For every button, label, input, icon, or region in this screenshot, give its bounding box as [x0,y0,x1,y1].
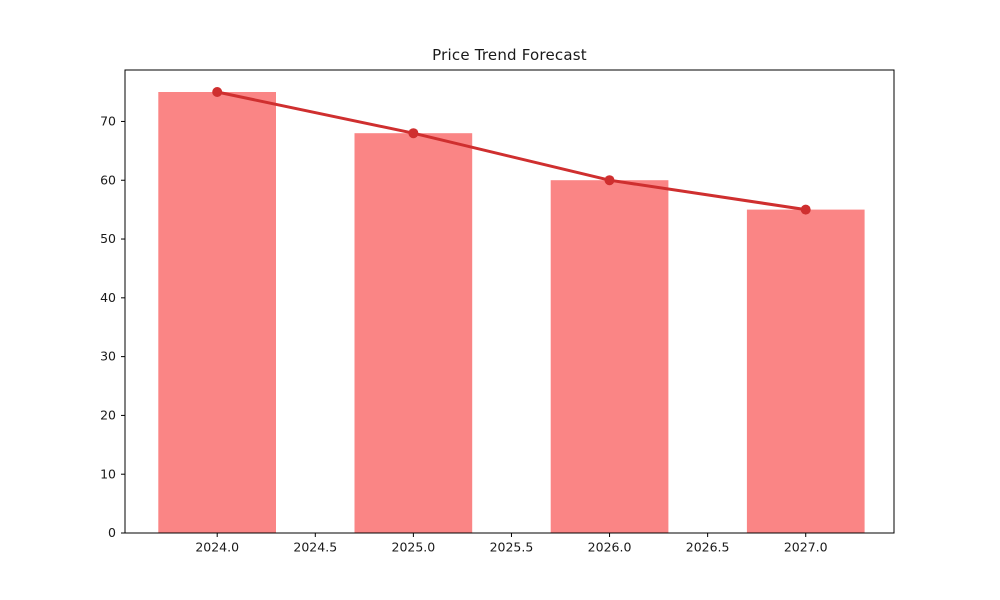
trend-line [215,90,808,212]
y-tick-label: 0 [108,525,116,540]
data-point-marker [800,204,811,215]
x-tick-label: 2025.0 [392,540,436,555]
data-point-marker [408,128,419,139]
x-tick-label: 2026.0 [588,540,632,555]
x-tick-label: 2024.0 [195,540,239,555]
y-tick-label: 70 [100,114,116,129]
y-tick-label: 30 [100,349,116,364]
data-point-marker [212,87,223,97]
y-tick-label: 40 [100,290,116,305]
x-tick-label: 2026.5 [686,540,730,555]
x-tick-label: 2024.5 [293,540,337,555]
x-tick-label: 2025.5 [490,540,534,555]
y-tick-label: 20 [100,408,116,423]
bar [354,133,473,533]
y-tick-label: 60 [100,172,116,187]
data-point-marker [604,175,615,186]
x-tick-label: 2027.0 [784,540,828,555]
y-tick-label: 50 [100,231,116,246]
bar [550,180,669,533]
plot-frame [124,69,895,534]
chart-title: Price Trend Forecast [432,46,587,64]
bar [158,92,276,533]
y-tick-label: 10 [100,466,116,481]
bar [746,209,865,533]
